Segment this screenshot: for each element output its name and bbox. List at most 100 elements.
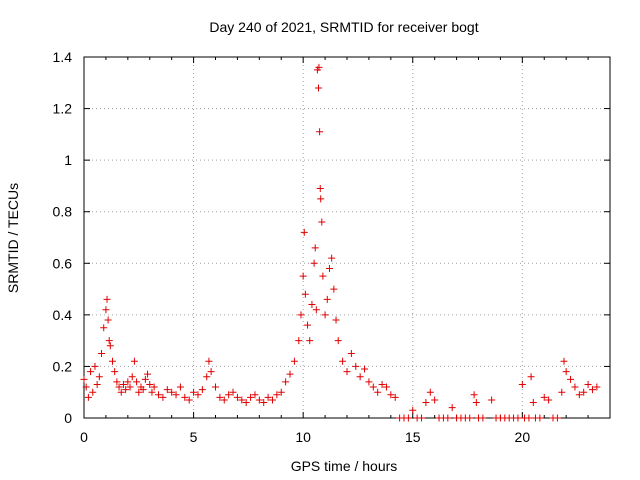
data-point <box>124 378 132 386</box>
data-point <box>148 388 156 396</box>
data-point <box>190 388 198 396</box>
data-point <box>304 321 312 329</box>
data-point <box>82 383 90 391</box>
y-tick-label: 0.6 <box>53 255 73 271</box>
data-point <box>111 368 119 376</box>
data-point <box>108 357 116 365</box>
data-point <box>229 388 237 396</box>
x-tick-label: 20 <box>515 429 531 445</box>
data-point <box>185 396 193 404</box>
data-point <box>387 391 395 399</box>
data-point <box>139 386 147 394</box>
data-point <box>426 388 434 396</box>
data-point <box>216 393 224 401</box>
data-point <box>135 388 143 396</box>
grid-layer <box>84 56 610 418</box>
data-point <box>212 383 219 391</box>
data-point <box>593 383 601 391</box>
data-point <box>98 350 106 358</box>
data-point <box>247 393 255 401</box>
data-point <box>220 396 228 404</box>
data-point <box>159 393 167 401</box>
data-point <box>365 378 373 386</box>
data-point <box>80 375 88 383</box>
data-point <box>194 391 202 399</box>
data-point <box>374 388 382 396</box>
data-point <box>255 396 263 404</box>
data-point <box>562 368 570 376</box>
data-point <box>575 391 583 399</box>
data-point <box>268 396 276 404</box>
data-point <box>328 254 336 262</box>
data-point <box>319 272 327 280</box>
data-point <box>311 244 319 252</box>
data-point <box>172 391 180 399</box>
data-point <box>540 393 548 401</box>
data-point <box>207 368 215 376</box>
data-point <box>479 414 487 422</box>
data-point <box>181 393 189 401</box>
data-point <box>418 414 426 422</box>
data-point <box>378 380 386 388</box>
data-point <box>323 295 331 303</box>
data-point <box>89 388 97 396</box>
data-point <box>361 365 369 373</box>
data-point <box>93 380 101 388</box>
data-point <box>273 391 281 399</box>
data-point <box>103 295 111 303</box>
data-point <box>529 399 537 407</box>
x-tick-label: 5 <box>190 429 198 445</box>
data-point <box>334 337 342 345</box>
data-point <box>325 264 333 272</box>
data-point <box>264 393 272 401</box>
data-point <box>104 316 112 324</box>
data-point <box>297 311 305 319</box>
data-point <box>588 386 596 394</box>
data-point <box>91 362 99 370</box>
x-tick-label: 0 <box>80 429 88 445</box>
data-point <box>130 357 138 365</box>
data-point <box>133 378 141 386</box>
data-point <box>488 396 496 404</box>
y-tick-label: 0.2 <box>53 358 73 374</box>
data-point <box>282 378 290 386</box>
data-point <box>332 316 340 324</box>
data-point <box>225 391 233 399</box>
data-point <box>536 414 544 422</box>
data-point <box>315 63 323 71</box>
data-point <box>545 396 553 404</box>
data-point <box>558 388 566 396</box>
data-point <box>584 380 592 388</box>
data-point <box>315 84 323 92</box>
data-point <box>472 399 480 407</box>
data-point <box>168 388 176 396</box>
data-point <box>242 399 250 407</box>
y-tick-label: 1 <box>64 152 72 168</box>
data-point <box>339 357 347 365</box>
data-point <box>560 357 568 365</box>
data-point <box>299 272 307 280</box>
data-point <box>330 285 338 293</box>
data-point <box>87 368 95 376</box>
data-point <box>122 386 130 394</box>
data-point <box>251 391 259 399</box>
data-point <box>176 383 184 391</box>
data-point <box>321 311 329 319</box>
data-point <box>308 301 316 309</box>
data-point <box>567 375 575 383</box>
data-point <box>146 380 154 388</box>
data-point <box>233 393 241 401</box>
data-point <box>95 373 103 381</box>
data-point <box>105 337 113 345</box>
data-point <box>310 259 318 267</box>
data-point <box>205 357 213 365</box>
data-point <box>422 399 430 407</box>
data-point <box>100 324 108 332</box>
data-point <box>117 388 125 396</box>
data-point <box>286 370 294 378</box>
data-point <box>369 383 377 391</box>
data-point <box>431 396 439 404</box>
data-point <box>347 350 355 358</box>
data-point <box>318 218 326 226</box>
